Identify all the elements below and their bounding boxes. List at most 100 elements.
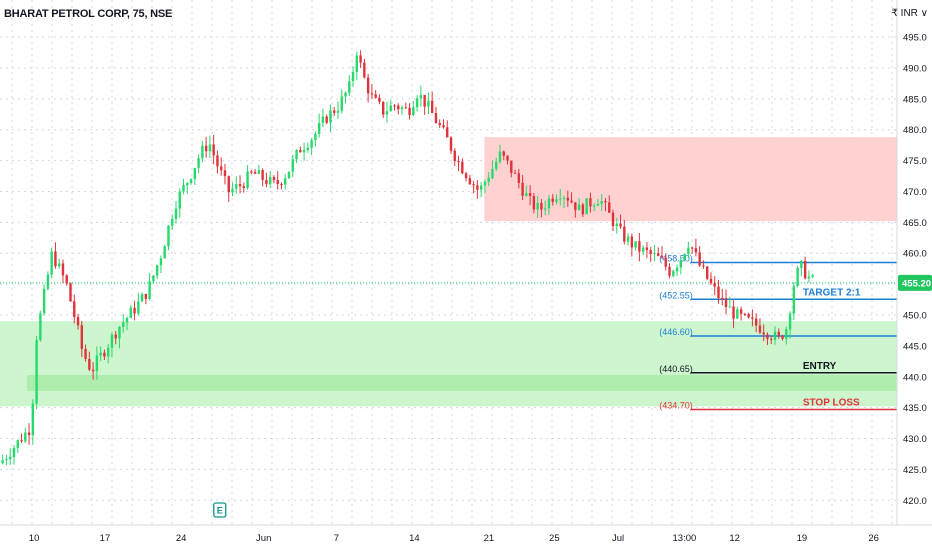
candle-up xyxy=(193,168,197,180)
candle-down xyxy=(574,202,577,211)
candle-down xyxy=(566,197,570,201)
y-axis[interactable]: 420.0425.0430.0435.0440.0445.0450.0455.0… xyxy=(896,0,932,525)
candle-up xyxy=(110,334,114,348)
candle-up xyxy=(201,145,204,159)
candle-up xyxy=(596,203,600,206)
candle-up xyxy=(641,247,645,252)
x-tick-label: 14 xyxy=(409,533,420,544)
candle-down xyxy=(359,55,362,63)
candle-down xyxy=(453,150,456,162)
candle-down xyxy=(638,241,641,252)
candle-up xyxy=(167,225,170,247)
candle-up xyxy=(186,183,189,186)
upper-target-value-label: (458.50) xyxy=(659,254,693,264)
candle-up xyxy=(626,236,630,242)
candle-up xyxy=(683,254,686,260)
candle-up xyxy=(12,447,16,457)
candle-down xyxy=(430,100,434,114)
candle-down xyxy=(502,151,505,156)
candle-down xyxy=(449,137,453,151)
candle-down xyxy=(397,105,400,110)
candle-up xyxy=(95,355,99,372)
levels: (434.70) STOP LOSS (440.65) ENTRY (446.60) (4… xyxy=(0,254,897,411)
candle-up xyxy=(16,440,19,448)
candle-down xyxy=(476,185,479,190)
demand-band xyxy=(26,374,898,391)
y-tick-label: 480.0 xyxy=(903,125,927,136)
zones xyxy=(0,137,898,407)
candle-down xyxy=(751,317,754,319)
candle-down xyxy=(717,286,720,299)
demand-zone xyxy=(0,321,897,407)
candle-up xyxy=(562,197,566,199)
candle-down xyxy=(705,266,709,279)
candle-up xyxy=(129,307,132,318)
candle-down xyxy=(114,334,117,339)
x-tick-label: Jul xyxy=(612,533,624,544)
x-tick-label: 19 xyxy=(797,533,808,544)
candle-down xyxy=(664,257,667,267)
candle-down xyxy=(532,195,536,210)
candle-down xyxy=(212,144,215,156)
candle-down xyxy=(280,183,283,185)
x-tick-label: 21 xyxy=(484,533,495,544)
candle-up xyxy=(479,185,483,190)
candle-up xyxy=(9,456,12,460)
x-tick-label: 17 xyxy=(100,533,111,544)
candle-up xyxy=(675,267,679,272)
candle-down xyxy=(517,173,521,183)
candle-down xyxy=(721,298,724,300)
candle-down xyxy=(363,62,366,78)
candle-down xyxy=(272,176,276,181)
candle-down xyxy=(743,313,747,315)
candle-down xyxy=(551,198,554,202)
candle-up xyxy=(171,219,174,226)
candle-down xyxy=(73,301,76,318)
candle-down xyxy=(84,348,87,360)
candle-down xyxy=(374,94,377,98)
candle-down xyxy=(325,116,328,123)
x-axis[interactable]: 10 17 24 Jun 7 14 21 25 Jul 13:00 12 19 26 E xyxy=(0,502,932,544)
candle-down xyxy=(438,123,441,126)
candle-up xyxy=(306,147,310,151)
candle-down xyxy=(702,265,705,267)
stop-loss-label: STOP LOSS xyxy=(803,398,860,409)
candle-down xyxy=(223,170,227,177)
candle-down xyxy=(521,182,524,196)
candle-up xyxy=(1,460,4,464)
candle-down xyxy=(261,170,264,181)
candle-up xyxy=(543,208,547,210)
candle-down xyxy=(204,145,208,152)
candle-up xyxy=(653,253,656,255)
candle-down xyxy=(446,127,449,138)
candle-down xyxy=(528,193,532,196)
currency-selector[interactable]: ₹ INR ∨ xyxy=(891,8,928,19)
candle-up xyxy=(796,267,799,287)
candle-up xyxy=(310,140,313,148)
candle-up xyxy=(321,116,325,123)
candle-down xyxy=(770,338,773,340)
candle-down xyxy=(611,212,615,227)
candle-up xyxy=(329,110,332,123)
candle-up xyxy=(182,185,185,192)
candle-up xyxy=(58,263,61,267)
candle-down xyxy=(732,306,735,319)
candle-up xyxy=(419,95,423,99)
candle-down xyxy=(65,275,68,284)
candle-up xyxy=(547,198,551,209)
candle-up xyxy=(792,286,796,314)
candle-up xyxy=(498,151,502,162)
y-tick-label: 465.0 xyxy=(903,218,927,229)
candle-down xyxy=(366,77,370,94)
candle-down xyxy=(781,335,784,339)
candle-down xyxy=(61,263,65,276)
candle-down xyxy=(265,180,268,185)
candle-down xyxy=(698,252,701,266)
candle-up xyxy=(140,293,144,302)
candle-up xyxy=(148,281,151,299)
stop-loss-value-label: (434.70) xyxy=(659,401,693,411)
candle-down xyxy=(506,155,509,161)
candle-down xyxy=(468,178,472,185)
